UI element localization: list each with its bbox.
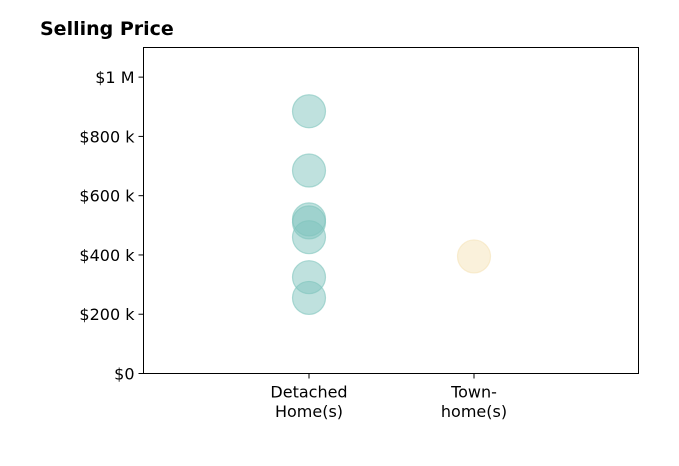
data-points bbox=[291, 94, 492, 316]
x-tick-label: Town- bbox=[450, 383, 497, 402]
chart-title: Selling Price bbox=[40, 18, 174, 40]
y-tick-label: $400 k bbox=[79, 246, 135, 265]
y-axis: $0 $200 k $400 k $600 k $800 k $1 M bbox=[79, 68, 144, 384]
plot-frame bbox=[143, 47, 639, 374]
data-point bbox=[456, 239, 492, 274]
y-tick-label: $0 bbox=[114, 365, 134, 384]
y-tick-label: $800 k bbox=[79, 127, 135, 146]
y-tick-label: $1 M bbox=[95, 68, 134, 87]
data-point bbox=[291, 94, 327, 129]
y-tick-label: $200 k bbox=[79, 305, 135, 324]
data-point bbox=[291, 220, 327, 255]
x-tick-label: Detached bbox=[270, 383, 347, 402]
x-tick-label: home(s) bbox=[441, 402, 507, 421]
x-tick-label: Home(s) bbox=[275, 402, 343, 421]
data-point bbox=[291, 280, 327, 316]
data-point bbox=[291, 153, 327, 188]
y-tick-label: $600 k bbox=[79, 187, 135, 206]
